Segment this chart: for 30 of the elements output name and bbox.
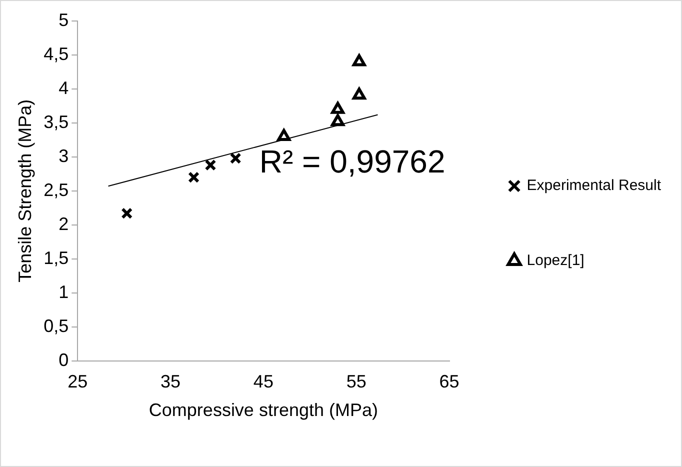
y-tick-label: 0 [58,350,69,370]
point [352,88,366,100]
point [277,129,291,142]
y-tick-label: 4,5 [44,44,69,64]
x-tick-label: 45 [253,372,274,392]
y-tick-label: 2,5 [44,180,69,200]
point [230,152,242,164]
legend-label: Lopez[1] [526,252,584,270]
y-tick-label: 3,5 [44,112,69,132]
legend-label: Experimental Result [526,177,662,194]
x-tick-label: 55 [346,372,366,392]
point [204,159,216,171]
y-axis-title: Tensile Strength (MPa) [14,99,35,282]
x-tick-label: 35 [160,372,181,392]
y-tick-label: 0,5 [44,316,69,336]
point [331,114,344,126]
y-tick-label: 5 [58,10,69,30]
annotation: R² = 0,99762 [259,144,446,180]
point [188,172,200,184]
point [352,54,366,66]
point [331,102,344,114]
point [121,208,133,220]
y-tick-label: 2 [58,214,69,234]
y-tick-label: 1 [58,282,69,302]
y-tick-label: 3 [58,146,69,166]
x-axis-title: Compressive strength (MPa) [148,400,378,420]
x-tick-label: 25 [68,372,88,392]
x-tick-label: 65 [439,372,460,392]
y-tick-label: 1,5 [44,248,69,268]
y-tick-label: 4 [58,78,69,98]
